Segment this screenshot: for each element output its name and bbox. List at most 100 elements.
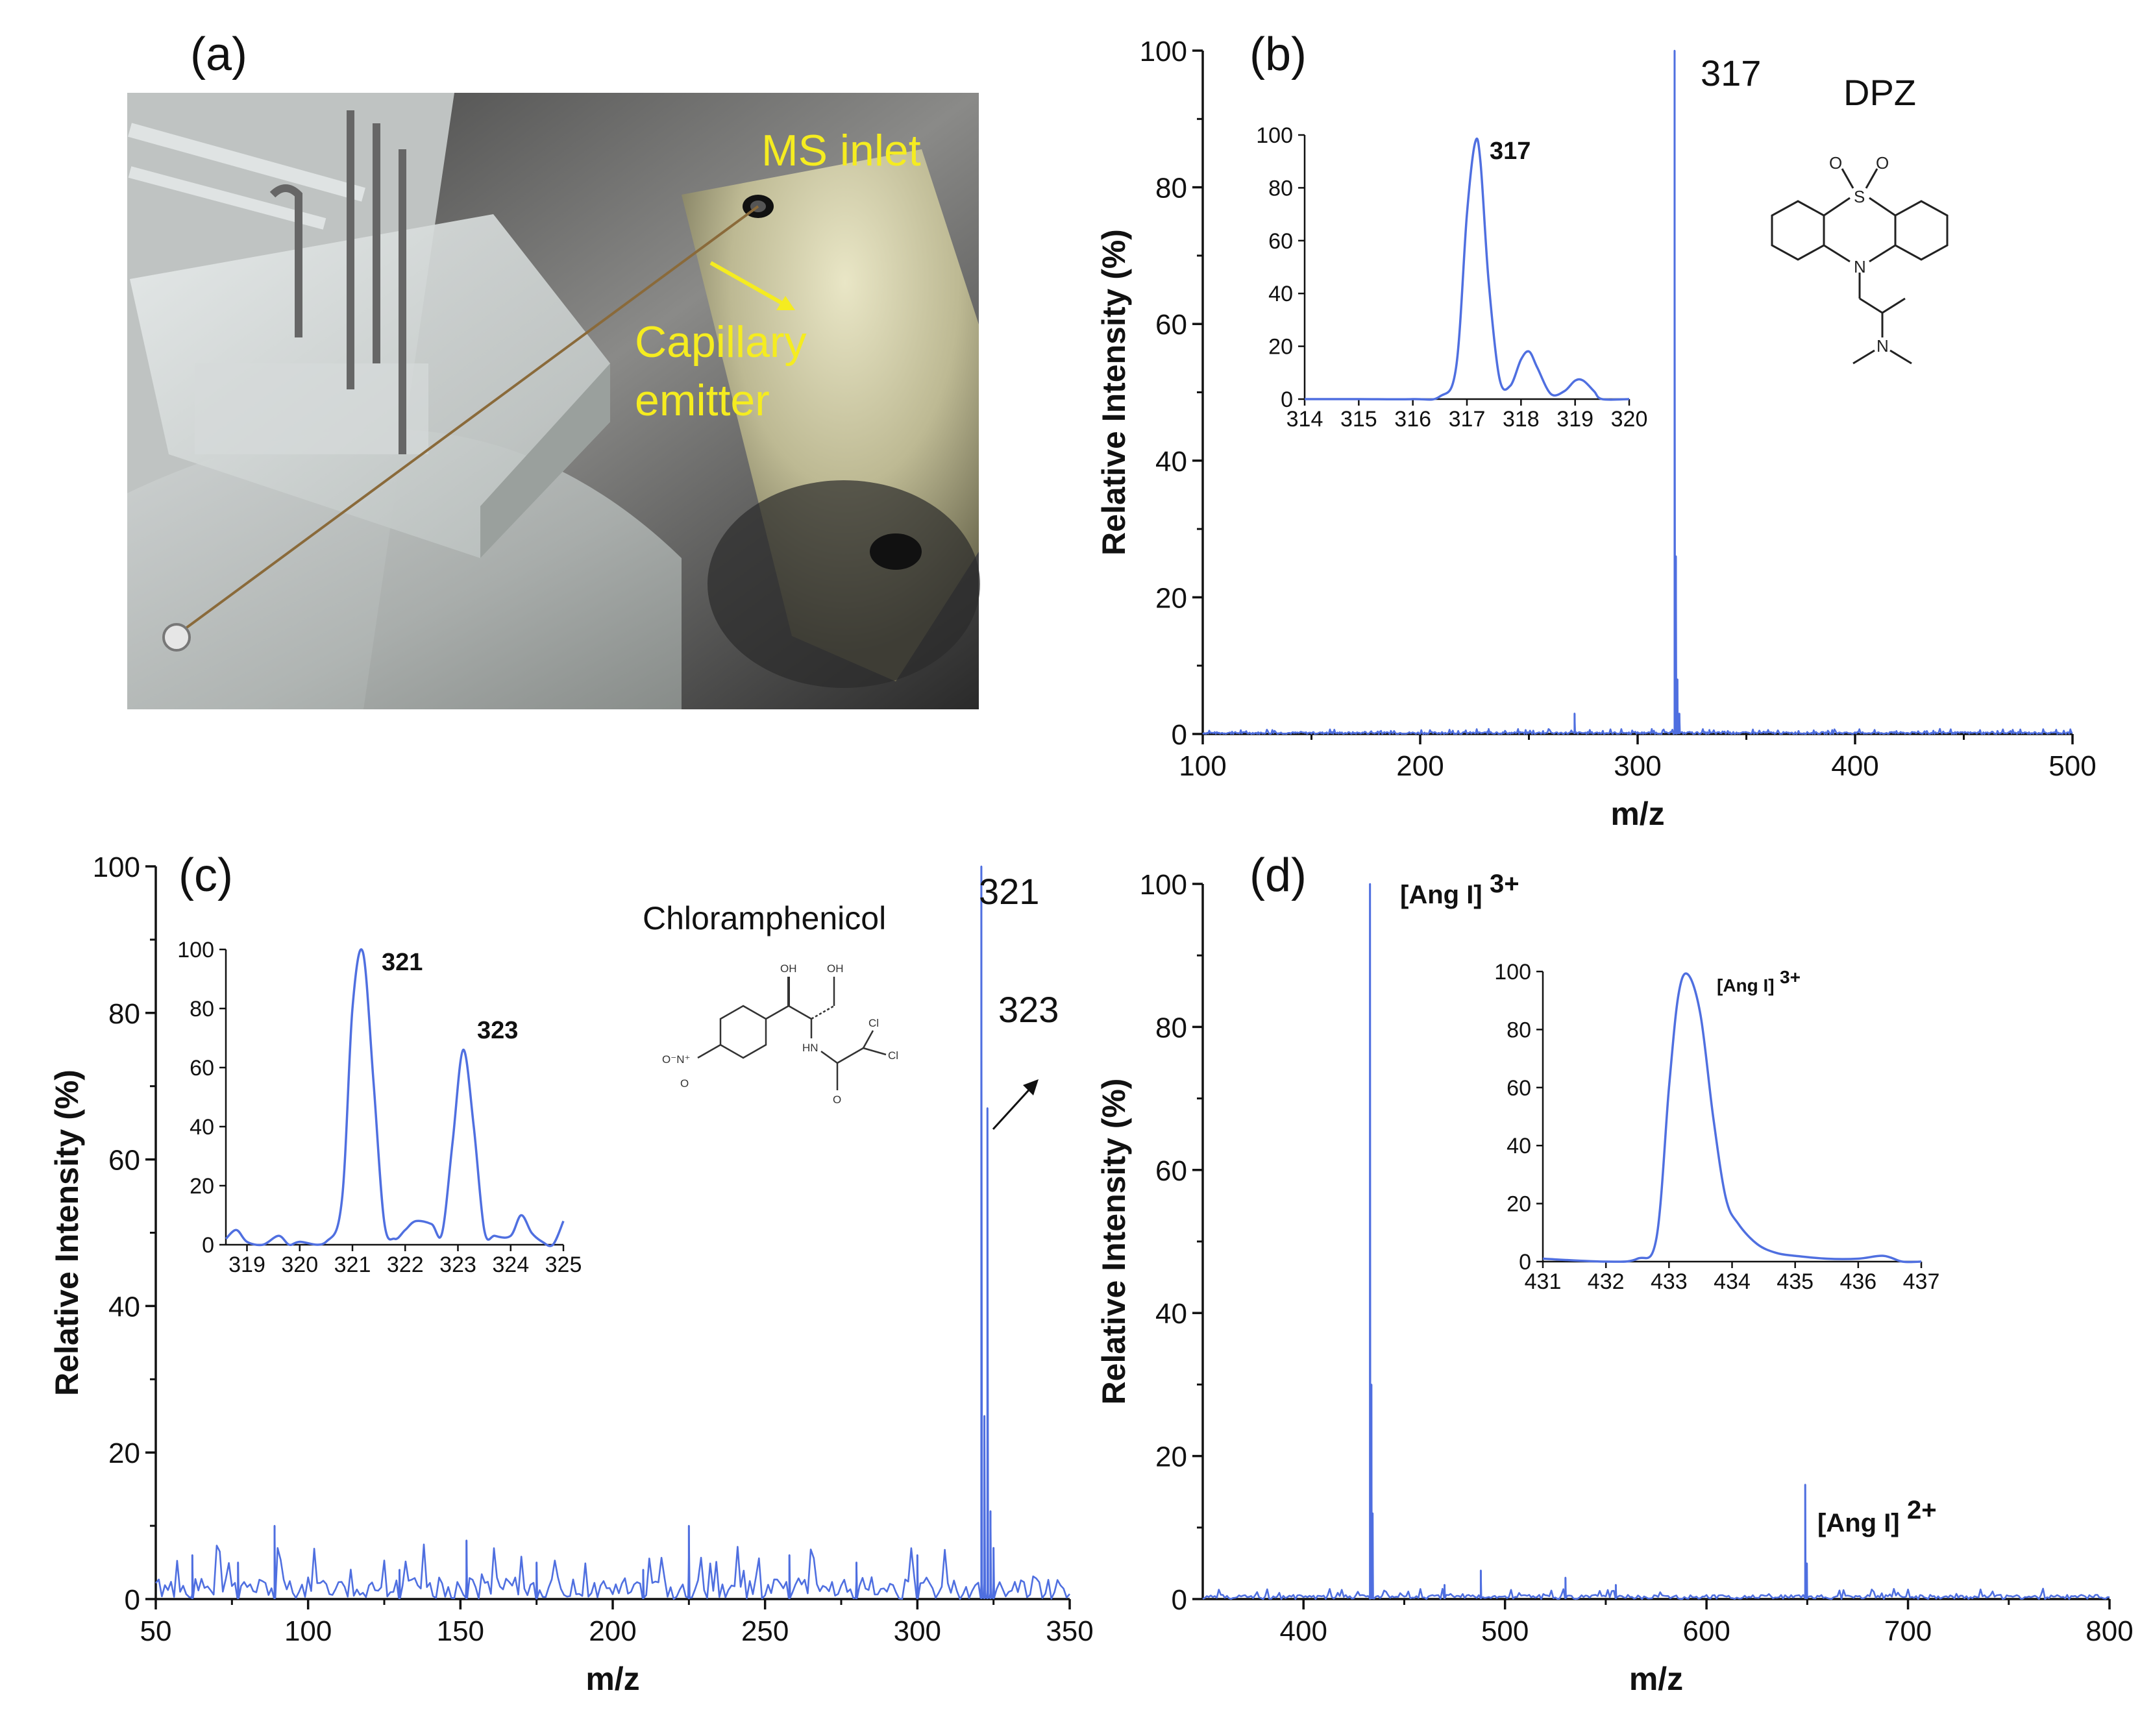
b_inset-spectrum-line	[1304, 138, 1630, 401]
c-xtick-label: 100	[284, 1615, 332, 1647]
d_inset-ytick-label: 100	[1494, 960, 1531, 984]
b-xtick-label: 400	[1831, 750, 1878, 782]
c_inset-spectrum-line	[225, 948, 565, 1247]
cap-atom-no2: O⁻N⁺	[662, 1053, 690, 1066]
b_inset-ytick-label: 0	[1281, 387, 1293, 412]
b-spectrum-line	[1202, 49, 2073, 735]
c-xtick-label: 300	[894, 1615, 941, 1647]
inset-ion-base: [Ang I]	[1717, 975, 1775, 996]
cap-atom-cl1: Cl	[868, 1017, 879, 1029]
panel-label-b: (b)	[1249, 29, 1307, 80]
c_inset-xtick-label: 325	[545, 1253, 582, 1277]
b-xtick-label: 300	[1614, 750, 1661, 782]
c-ytick-label: 40	[108, 1291, 140, 1323]
b-ytick-label: 80	[1155, 173, 1187, 204]
b-ytick-label: 0	[1172, 719, 1187, 751]
dpz-atom-s: S	[1854, 187, 1865, 206]
c-y-axis-title: Relative Intensity (%)	[49, 1070, 85, 1396]
d-ytick-label: 20	[1155, 1441, 1187, 1473]
apparatus-photo	[127, 93, 980, 709]
cap-atom-no2-o: O	[680, 1077, 689, 1090]
d_inset-xtick-label: 434	[1714, 1269, 1751, 1294]
b_inset-xtick-label: 316	[1394, 407, 1431, 432]
d-xtick-label: 700	[1884, 1615, 1932, 1647]
b-xtick-label: 500	[2048, 750, 2096, 782]
d_inset-xtick-label: 436	[1839, 1269, 1876, 1294]
d-x-axis-title: m/z	[1629, 1661, 1683, 1697]
d-ytick-label: 100	[1140, 869, 1187, 901]
c-xtick-label: 150	[437, 1615, 484, 1647]
ion-base-3plus: [Ang I]	[1400, 881, 1482, 909]
cap-atom-o: O	[833, 1094, 841, 1106]
c-x-axis-title: m/z	[585, 1661, 639, 1697]
d_inset-ytick-label: 40	[1507, 1134, 1531, 1158]
cap-atom-oh1: OH	[780, 962, 797, 975]
d-ytick-label: 60	[1155, 1155, 1187, 1187]
d-ytick-label: 40	[1155, 1298, 1187, 1330]
d_inset-spectrum-line	[1542, 972, 1922, 1264]
c_inset-xtick-label: 319	[228, 1253, 265, 1277]
b-ytick-label: 20	[1155, 582, 1187, 614]
d_inset-ytick-label: 20	[1507, 1192, 1531, 1217]
ion-label-ang1-3plus: [Ang I] 3+	[1400, 870, 1519, 909]
peak-323-arrowhead	[1023, 1079, 1039, 1095]
d-xtick-label: 600	[1682, 1615, 1730, 1647]
plot-c: 50 100 150 200 250 300 350020406080100m/zRelat…	[49, 851, 1094, 1697]
c-ytick-label: 80	[108, 998, 140, 1030]
c_inset-xtick-label: 323	[439, 1253, 476, 1277]
d-xtick-label: 800	[2085, 1615, 2133, 1647]
d-y-axis-title: Relative Intensity (%)	[1096, 1079, 1132, 1405]
d_inset-xtick-label: 435	[1777, 1269, 1814, 1294]
d_inset-xtick-label: 432	[1588, 1269, 1625, 1294]
inset-c: 319 320 321 322 323 324 325 0 20 40 60 80 100	[177, 938, 582, 1277]
d_inset-xtick-label: 431	[1525, 1269, 1562, 1294]
dpz-structure: S O O N N	[1771, 153, 1949, 365]
b-xtick-label: 100	[1179, 750, 1226, 782]
b-ytick-label: 40	[1155, 446, 1187, 478]
b-xtick-label: 200	[1396, 750, 1444, 782]
b_inset-xtick-label: 319	[1556, 407, 1593, 432]
b_inset-ytick-label: 100	[1256, 123, 1293, 148]
c-xtick-label: 50	[140, 1615, 172, 1647]
c-ytick-label: 0	[125, 1584, 140, 1616]
ion-charge-2plus: 2+	[1907, 1496, 1937, 1524]
d_inset-xtick-label: 437	[1903, 1269, 1940, 1294]
d-xtick-label: 500	[1481, 1615, 1529, 1647]
b_inset-ytick-label: 40	[1268, 282, 1293, 306]
chloramphenicol-structure: OH OH HN O Cl Cl O⁻N⁺ O	[662, 962, 898, 1106]
b-y-axis-title: Relative Intensity (%)	[1096, 229, 1132, 556]
c-xtick-label: 350	[1046, 1615, 1093, 1647]
dpz-atom-o1: O	[1829, 153, 1842, 173]
b-x-axis-title: m/z	[1610, 796, 1664, 832]
emitter-label: emitter	[635, 376, 770, 425]
b_inset-ytick-label: 60	[1268, 229, 1293, 254]
c-spectrum-line	[155, 865, 1070, 1600]
ion-label-ang1-2plus: [Ang I] 2+	[1817, 1496, 1937, 1537]
inset-b: 314 315 316 317 318 319 320 0 20 40 60 80 100	[1256, 123, 1647, 432]
c_inset-xtick-label: 320	[281, 1253, 318, 1277]
c-ytick-label: 100	[93, 851, 140, 883]
peak-label-321: 321	[979, 871, 1039, 912]
c_inset-ytick-label: 100	[177, 938, 214, 962]
ion-base-2plus: [Ang I]	[1817, 1509, 1900, 1537]
c-xtick-label: 250	[741, 1615, 789, 1647]
dpz-atom-n-amine: N	[1876, 336, 1889, 356]
c_inset-ytick-label: 80	[190, 997, 214, 1021]
b-ytick-label: 100	[1140, 36, 1187, 67]
compound-label-chloramphenicol: Chloramphenicol	[643, 900, 886, 936]
panel-a: (a) MS inlet Capillary emitter	[127, 29, 980, 709]
peak-label-317: 317	[1701, 53, 1761, 93]
b_inset-xtick-label: 318	[1503, 407, 1540, 432]
inset-d: 431 432 433 434 435 436 437 0 20 40 60 80 100	[1494, 960, 1939, 1294]
capillary-label: Capillary	[635, 317, 807, 367]
d_inset-xtick-label: 433	[1651, 1269, 1688, 1294]
c-ytick-label: 60	[108, 1145, 140, 1177]
panel-label-a: (a)	[190, 29, 247, 80]
panel-c: 50 100 150 200 250 300 350020406080100m/zRelat…	[49, 850, 1094, 1697]
b_inset-ytick-label: 20	[1268, 335, 1293, 360]
b_inset-xtick-label: 315	[1340, 407, 1377, 432]
b_inset-xtick-label: 317	[1449, 407, 1486, 432]
c_inset-ytick-label: 20	[190, 1174, 214, 1199]
